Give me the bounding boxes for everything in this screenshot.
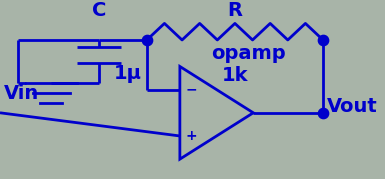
Bar xyxy=(203,157,213,161)
Text: −: − xyxy=(185,83,197,97)
Text: C: C xyxy=(92,1,106,20)
Text: +: + xyxy=(185,129,197,143)
Text: opamp: opamp xyxy=(211,44,286,63)
Bar xyxy=(203,64,213,69)
Point xyxy=(320,38,326,41)
Point xyxy=(144,38,150,41)
Text: 1μ: 1μ xyxy=(114,64,142,83)
Point xyxy=(320,111,326,114)
Text: 1k: 1k xyxy=(222,66,248,85)
Text: Vin: Vin xyxy=(4,84,39,103)
Text: R: R xyxy=(228,1,243,20)
Text: Vout: Vout xyxy=(327,97,377,116)
